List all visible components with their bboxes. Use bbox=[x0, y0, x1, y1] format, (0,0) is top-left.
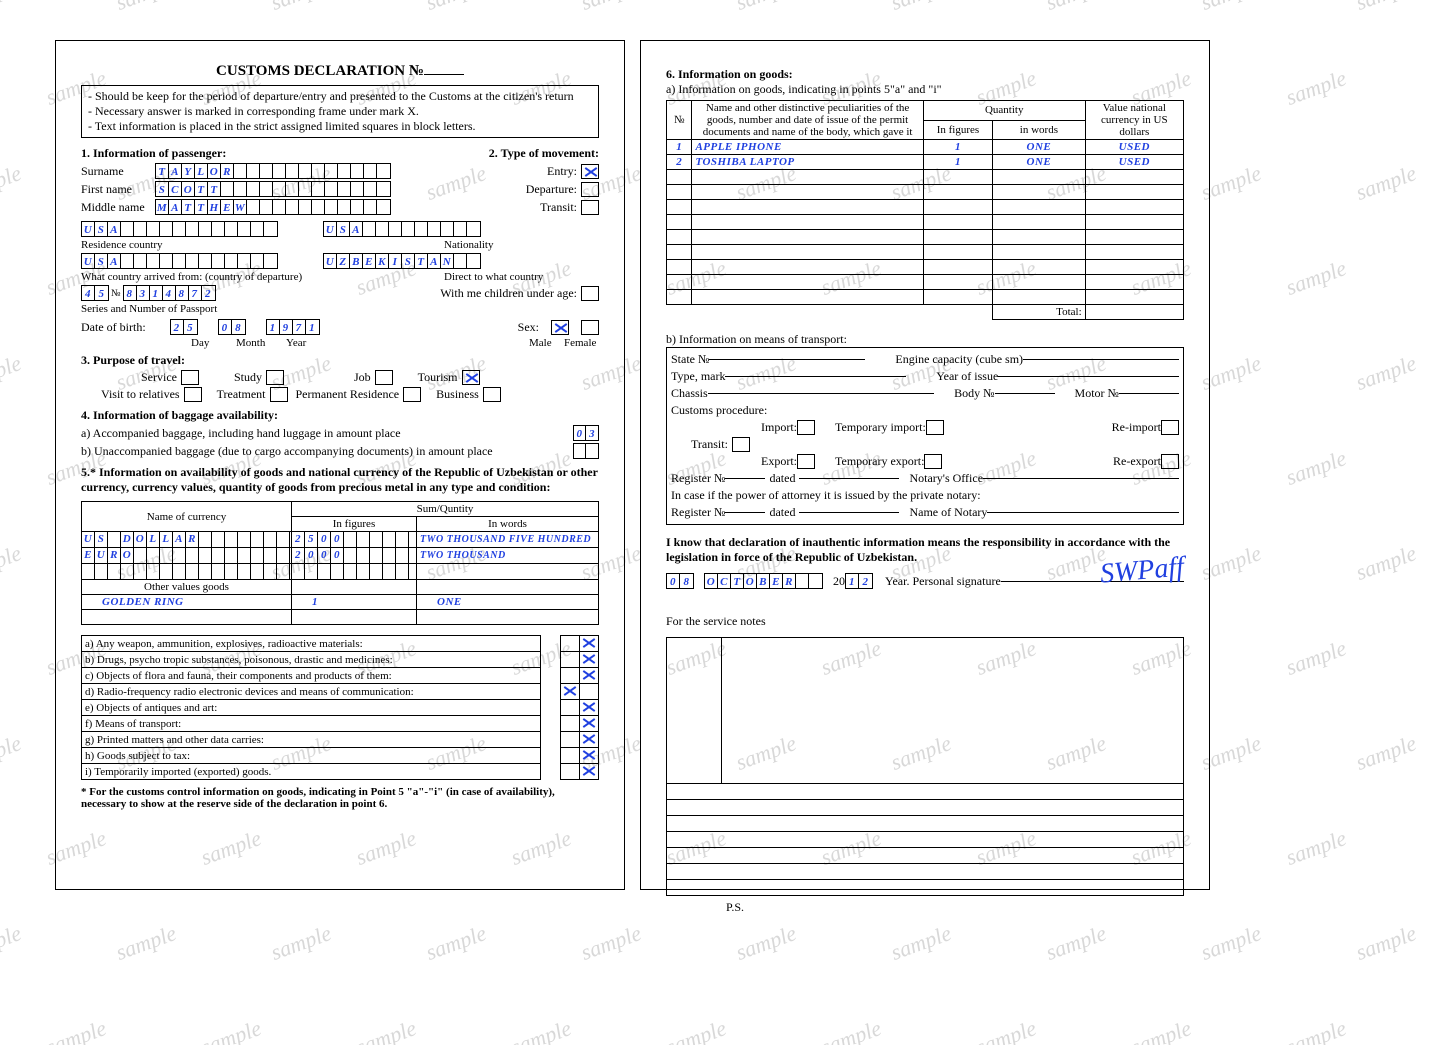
middlename-label: Middle name bbox=[81, 200, 151, 215]
section-5-footnote: * For the customs control information on… bbox=[81, 786, 599, 810]
section-5-heading: 5.* Information on availability of goods… bbox=[81, 465, 599, 495]
sign-year[interactable]: 12 bbox=[845, 573, 873, 589]
residence-cells[interactable]: USA bbox=[81, 221, 278, 237]
yn-no[interactable] bbox=[580, 732, 598, 747]
temp-export-checkbox[interactable] bbox=[924, 454, 942, 469]
temp-import-checkbox[interactable] bbox=[926, 420, 944, 435]
yn-yes[interactable] bbox=[561, 700, 579, 715]
yn-yes[interactable] bbox=[561, 684, 579, 699]
entry-checkbox[interactable] bbox=[581, 164, 599, 179]
transit-trans-checkbox[interactable] bbox=[732, 437, 750, 452]
section-6-heading: 6. Information on goods: bbox=[666, 67, 1184, 82]
dob-day[interactable]: 25 bbox=[170, 319, 198, 335]
yn-no[interactable] bbox=[580, 764, 598, 779]
purpose-tourism[interactable] bbox=[462, 370, 480, 385]
currency-row: US DOLLAR2500TWO THOUSAND FIVE HUNDRED bbox=[82, 532, 599, 548]
yn-row: d) Radio-frequency radio electronic devi… bbox=[82, 684, 599, 700]
signature: SWPaff bbox=[1099, 551, 1185, 590]
sex-female-checkbox[interactable] bbox=[581, 320, 599, 335]
middlename-cells[interactable]: MATTHEW bbox=[155, 199, 391, 215]
yn-yes[interactable] bbox=[561, 764, 579, 779]
sign-month[interactable]: OCTOBER bbox=[704, 573, 823, 589]
yn-row: i) Temporarily imported (exported) goods… bbox=[82, 764, 599, 780]
dob-year[interactable]: 1971 bbox=[266, 319, 320, 335]
yn-no[interactable] bbox=[580, 652, 598, 667]
yn-yes[interactable] bbox=[561, 668, 579, 683]
section-2-heading: 2. Type of movement: bbox=[489, 146, 599, 161]
yn-no[interactable] bbox=[580, 684, 598, 699]
currency-table: Name of currency Sum/Quntity In figures … bbox=[81, 501, 599, 625]
passport-number[interactable]: 8314872 bbox=[123, 285, 216, 301]
section-4-heading: 4. Information of baggage availability: bbox=[81, 408, 599, 423]
purpose-business[interactable] bbox=[483, 387, 501, 402]
yn-yes[interactable] bbox=[561, 636, 579, 651]
goods-row: 1APPLE IPHONE1ONEUSED bbox=[667, 140, 1184, 155]
import-checkbox[interactable] bbox=[797, 420, 815, 435]
surname-label: Surname bbox=[81, 164, 151, 179]
purpose-study[interactable] bbox=[266, 370, 284, 385]
purpose-visit[interactable] bbox=[184, 387, 202, 402]
yn-row: a) Any weapon, ammunition, explosives, r… bbox=[82, 636, 599, 652]
yn-no[interactable] bbox=[580, 716, 598, 731]
yn-no[interactable] bbox=[580, 636, 598, 651]
section-3-heading: 3. Purpose of travel: bbox=[81, 353, 599, 368]
departure-checkbox[interactable] bbox=[581, 182, 599, 197]
surname-cells[interactable]: TAYLOR bbox=[155, 163, 391, 179]
yn-no[interactable] bbox=[580, 748, 598, 763]
yn-row: e) Objects of antiques and art: bbox=[82, 700, 599, 716]
dob-month[interactable]: 08 bbox=[218, 319, 246, 335]
form-title: CUSTOMS DECLARATION № bbox=[81, 63, 599, 80]
currency-row: EURO2000TWO THOUSAND bbox=[82, 548, 599, 564]
firstname-label: First name bbox=[81, 182, 151, 197]
unaccompanied-baggage-box[interactable] bbox=[573, 443, 599, 459]
page-right: 6. Information on goods: a) Information … bbox=[640, 40, 1210, 890]
yn-yes[interactable] bbox=[561, 732, 579, 747]
yes-no-table: a) Any weapon, ammunition, explosives, r… bbox=[81, 635, 599, 780]
goods-row: 2TOSHIBA LAPTOP1ONEUSED bbox=[667, 155, 1184, 170]
firstname-cells[interactable]: SCOTT bbox=[155, 181, 391, 197]
yn-row: b) Drugs, psycho tropic substances, pois… bbox=[82, 652, 599, 668]
section-6b-heading: b) Information on means of transport: bbox=[666, 332, 1184, 347]
service-notes-box bbox=[666, 637, 1184, 896]
passport-series[interactable]: 45 bbox=[81, 285, 109, 301]
export-checkbox[interactable] bbox=[797, 454, 815, 469]
yn-row: c) Objects of flora and fauna, their com… bbox=[82, 668, 599, 684]
ps-label: P.S. bbox=[726, 900, 1184, 915]
instructions-box: - Should be keep for the period of depar… bbox=[81, 85, 599, 138]
sex-male-checkbox[interactable] bbox=[551, 320, 569, 335]
yn-no[interactable] bbox=[580, 700, 598, 715]
purpose-treatment[interactable] bbox=[270, 387, 288, 402]
reexport-checkbox[interactable] bbox=[1161, 454, 1179, 469]
purpose-service[interactable] bbox=[181, 370, 199, 385]
children-box[interactable] bbox=[581, 286, 599, 301]
section-1-heading: 1. Information of passenger: bbox=[81, 146, 489, 161]
yn-row: h) Goods subject to tax: bbox=[82, 748, 599, 764]
yn-row: g) Printed matters and other data carrie… bbox=[82, 732, 599, 748]
to-country-cells[interactable]: UZBEKISTAN bbox=[323, 253, 481, 269]
yn-row: f) Means of transport: bbox=[82, 716, 599, 732]
yn-yes[interactable] bbox=[561, 716, 579, 731]
transport-box: State № Engine capacity (cube sm) Type, … bbox=[666, 347, 1184, 525]
yn-yes[interactable] bbox=[561, 748, 579, 763]
sign-day[interactable]: 08 bbox=[666, 573, 694, 589]
yn-yes[interactable] bbox=[561, 652, 579, 667]
transit-checkbox[interactable] bbox=[581, 200, 599, 215]
service-notes-label: For the service notes bbox=[666, 614, 1184, 629]
page-left: CUSTOMS DECLARATION № - Should be keep f… bbox=[55, 40, 625, 890]
yn-no[interactable] bbox=[580, 668, 598, 683]
nationality-cells[interactable]: USA bbox=[323, 221, 481, 237]
from-country-cells[interactable]: USA bbox=[81, 253, 278, 269]
reimport-checkbox[interactable] bbox=[1161, 420, 1179, 435]
other-value-row: GOLDEN RING1ONE bbox=[82, 595, 599, 610]
purpose-job[interactable] bbox=[375, 370, 393, 385]
purpose-permres[interactable] bbox=[403, 387, 421, 402]
accompanied-baggage-box[interactable]: 03 bbox=[573, 425, 599, 441]
goods-table: № Name and other distinctive peculiariti… bbox=[666, 100, 1184, 320]
